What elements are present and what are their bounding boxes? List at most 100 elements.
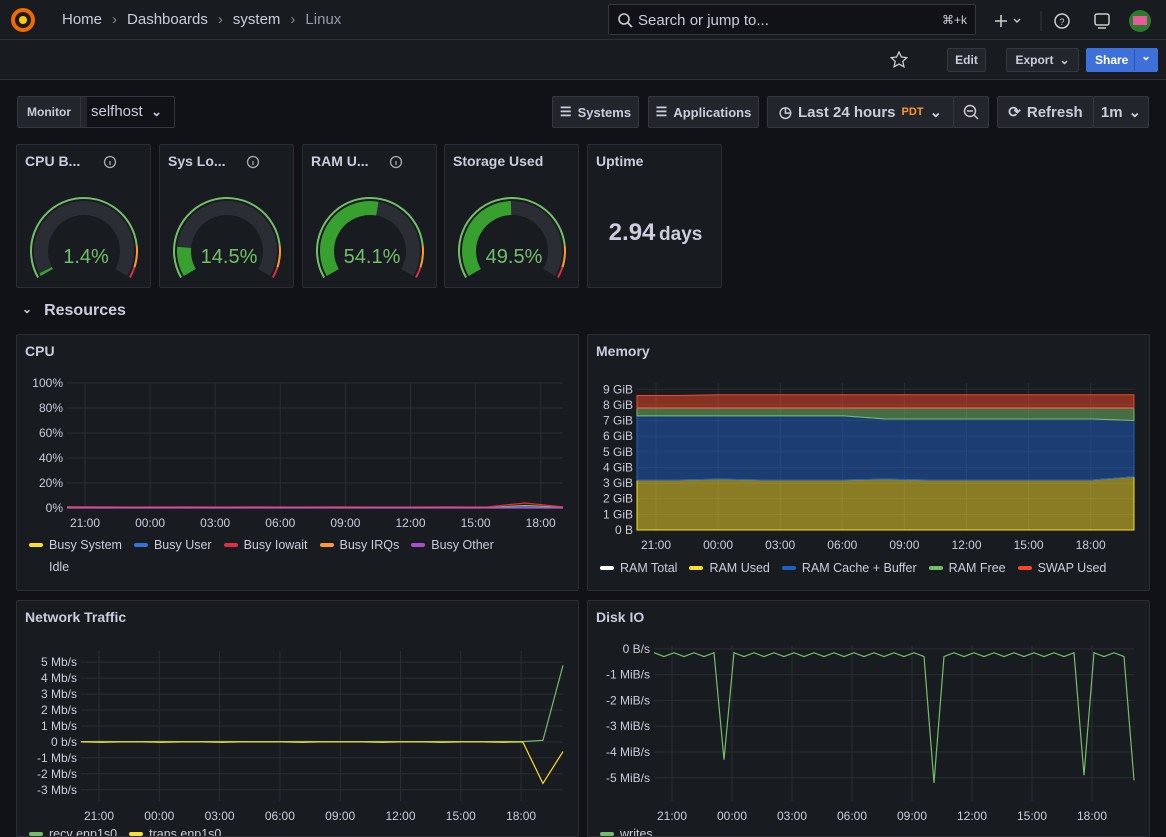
legend-label: RAM Free	[948, 561, 1006, 575]
info-icon	[246, 155, 260, 169]
x-tick-label: 03:00	[205, 809, 235, 823]
link-button[interactable]: ☰ Systems	[552, 96, 639, 128]
x-tick-label: 03:00	[200, 516, 230, 530]
legend-label: trans enp1s0	[149, 827, 222, 837]
row-title: Resources	[44, 302, 126, 319]
legend-swatch	[411, 543, 426, 547]
x-tick-label: 15:00	[1017, 809, 1047, 823]
y-tick-label: 4 Mb/s	[41, 671, 77, 685]
gauge-threshold	[419, 245, 424, 268]
label: Export	[1015, 53, 1054, 67]
gauge-label: 14.5%	[201, 246, 258, 268]
crumb[interactable]: Home	[62, 11, 103, 28]
y-tick-label: -1 MiB/s	[606, 668, 650, 682]
y-tick-label: 2 GiB	[603, 492, 633, 506]
legend-swatch	[600, 566, 614, 570]
legend-label: Busy Iowait	[243, 538, 308, 552]
x-tick-label: 06:00	[265, 516, 295, 530]
label: Refresh	[1026, 103, 1083, 121]
time-picker[interactable]: ◷ Last 24 hours PDT ⌄	[767, 96, 954, 128]
line	[80, 665, 564, 743]
breadcrumbs: Home › Dashboards › system › Linux	[62, 11, 342, 28]
info-circle	[246, 155, 260, 169]
y-tick-label: 60%	[39, 426, 63, 440]
y-tick-label: 1 GiB	[603, 507, 633, 521]
x-tick-label: 09:00	[330, 516, 360, 530]
legend-label: Busy Other	[431, 538, 494, 552]
variable[interactable]: Monitor selfhost ⌄	[17, 96, 175, 128]
legend-item: trans enp1s0	[129, 827, 222, 837]
legend-label: RAM Used	[709, 561, 770, 575]
y-tick-label: 1 Mb/s	[41, 719, 77, 733]
search[interactable]: Search or jump to... ⌘+k	[608, 4, 976, 35]
y-tick-label: -2 Mb/s	[37, 767, 77, 781]
variable-value: selfhost	[87, 97, 174, 127]
variable-label: Monitor	[18, 97, 81, 127]
area	[636, 476, 1135, 531]
panel-title: Uptime	[596, 153, 644, 169]
gauge-track	[34, 201, 134, 276]
uptime-unit: days	[659, 224, 703, 245]
y-tick-label: -5 MiB/s	[606, 771, 650, 785]
zoom-out[interactable]	[953, 96, 989, 128]
legend-item: Busy Other	[411, 538, 494, 552]
info-icon	[103, 155, 117, 169]
crumb[interactable]: Dashboards	[127, 11, 208, 28]
refresh-button[interactable]: ⟳ Refresh	[997, 96, 1094, 128]
legend-item: Busy System	[29, 538, 122, 552]
nav-icons[interactable]: ?	[990, 10, 1160, 32]
export-button[interactable]: Export ⌄	[1006, 48, 1079, 72]
gauge-threshold	[316, 197, 424, 278]
gauge: 1.4%	[30, 197, 138, 278]
edit-button[interactable]: Edit	[947, 48, 986, 72]
legend-item: Idle	[29, 560, 69, 574]
x-tick-label: 06:00	[827, 538, 857, 552]
chart: 5 Mb/s 4 Mb/s 3 Mb/s 2 Mb/s 1 Mb/s 0 b/s -1 Mb…	[37, 651, 564, 823]
logo[interactable]	[10, 7, 36, 33]
crumb[interactable]: system	[232, 11, 281, 28]
x-tick-label: 15:00	[1014, 538, 1044, 552]
panel-title: Network Traffic	[25, 609, 127, 625]
refresh-interval[interactable]: 1m ⌄	[1093, 96, 1149, 128]
x-tick-label: 12:00	[395, 516, 425, 530]
timeseries-panel: CPU 100% 80% 60% 40% 20% 0% 21:00 00:00 03:00 06:0…	[16, 334, 579, 591]
info-circle	[389, 155, 403, 169]
label: Share	[1095, 53, 1129, 67]
top-nav: Home › Dashboards › system › Linux Search o…	[0, 0, 1166, 40]
legend-label: Busy IRQs	[339, 538, 400, 552]
x-tick-label: 09:00	[897, 809, 927, 823]
y-tick-label: 2 Mb/s	[41, 703, 77, 717]
gauge-label: 49.5%	[486, 246, 543, 268]
info-icon	[389, 155, 403, 169]
legend-swatch	[223, 543, 238, 547]
row-header[interactable]: ⌄ Resources	[22, 302, 126, 319]
panel-title: Sys Lo...	[168, 153, 226, 169]
y-tick-label: 0 B	[615, 523, 633, 537]
star[interactable]	[890, 51, 908, 69]
x-tick-label: 00:00	[717, 809, 747, 823]
stat-panel: Sys Lo... 14.5%	[159, 144, 294, 288]
x-tick-label: 18:00	[1076, 538, 1106, 552]
legend-swatch	[689, 566, 704, 570]
x-tick-label: 15:00	[446, 809, 476, 823]
x-tick-label: 12:00	[951, 538, 981, 552]
gauge-label: 1.4%	[63, 246, 109, 268]
y-tick-label: 3 GiB	[603, 476, 633, 490]
y-tick-label: -1 Mb/s	[37, 751, 77, 765]
line	[66, 502, 564, 508]
share-button[interactable]: Share ⌄	[1086, 48, 1158, 72]
legend-item: Busy IRQs	[319, 538, 400, 552]
y-tick-label: 20%	[39, 476, 63, 490]
legend: RAM Total RAM Used RAM Cache + Buffer RAM F…	[600, 561, 1140, 575]
x-tick-label: 18:00	[526, 516, 556, 530]
legend-item: Busy User	[133, 538, 212, 552]
link-button[interactable]: ☰ Applications	[648, 96, 759, 128]
x-tick-label: 18:00	[506, 809, 536, 823]
legend-label: SWAP Used	[1037, 561, 1107, 575]
legend-swatch	[29, 832, 43, 836]
legend-label: RAM Cache + Buffer	[801, 561, 917, 575]
stat-panel: RAM U... 54.1%	[302, 144, 437, 288]
y-tick-label: -3 MiB/s	[606, 719, 650, 733]
